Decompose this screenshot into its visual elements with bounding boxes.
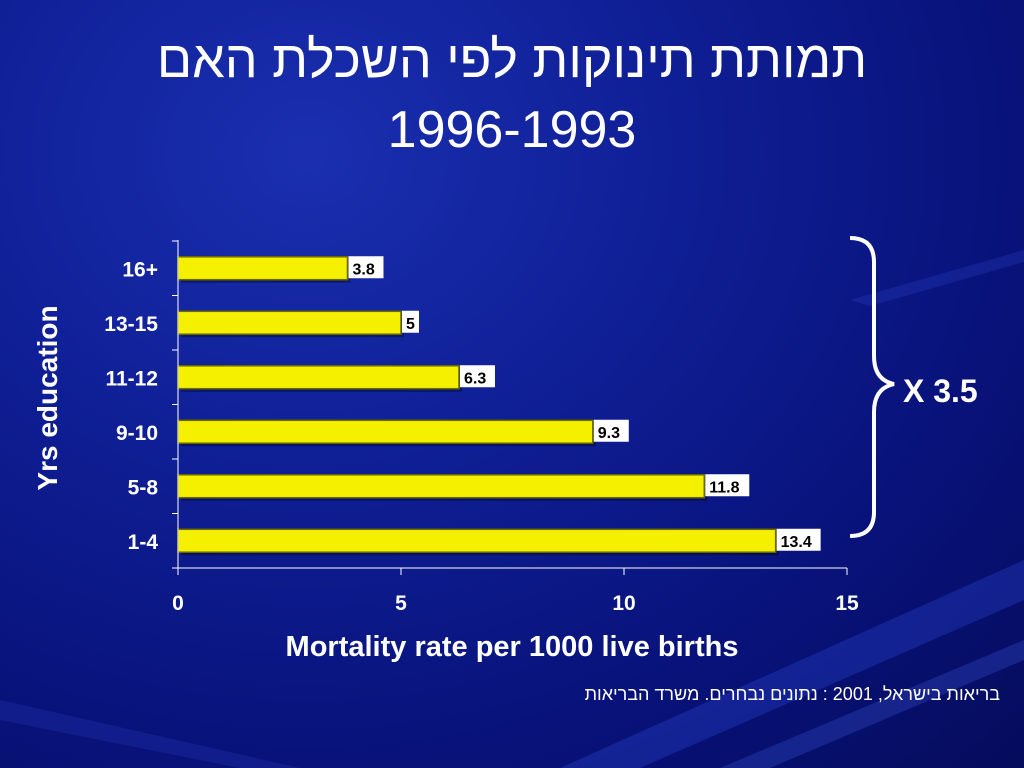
y-tick-label: 16+ [122,258,158,281]
x-tick-label: 5 [395,592,407,615]
data-label-background [593,419,629,442]
x-tick-label: 15 [835,592,859,615]
brace-icon [849,236,895,538]
data-label: 11.8 [709,479,739,496]
data-label: 3.8 [352,261,374,278]
x-axis-label: Mortality rate per 1000 live births [286,631,739,663]
bar [177,474,706,499]
data-label-background [776,528,821,551]
bars-layer: 3.8 5 6.3 9.3 11.8 13.4 [177,256,821,556]
data-label-background [348,256,384,279]
data-label: 6.3 [464,370,486,387]
y-axis-label: Yrs education [32,305,63,490]
y-tick-label: 13-15 [104,313,158,336]
slide-title-hebrew: תמותת תינוקות לפי השכלת האם [156,31,868,89]
y-tick-label: 1-4 [128,531,159,554]
x-ticks: 0 5 10 15 [172,568,859,615]
y-tick-label: 11-12 [105,367,158,390]
ratio-annotation: X 3.5 [903,373,978,409]
data-label-background [402,310,419,333]
y-tick-label: 5-8 [128,476,159,499]
data-label: 5 [406,316,415,333]
x-tick-label: 0 [172,592,184,615]
bar [177,310,402,335]
slide-title-years: 1996-1993 [387,101,637,159]
bar [177,528,777,553]
y-tick-label: 9-10 [116,422,158,445]
data-label-background [459,365,495,388]
source-note: בריאות בישראל, 2001 : נתונים נבחרים. משר… [584,684,1000,704]
data-label: 9.3 [598,425,620,442]
data-label-background [705,474,750,497]
x-tick-label: 10 [612,592,635,615]
y-ticks: 16+ 13-15 11-12 9-10 5-8 1-4 [104,240,178,569]
bar [177,419,594,444]
bar [177,365,460,390]
bar [177,256,349,281]
data-label: 13.4 [781,534,812,551]
